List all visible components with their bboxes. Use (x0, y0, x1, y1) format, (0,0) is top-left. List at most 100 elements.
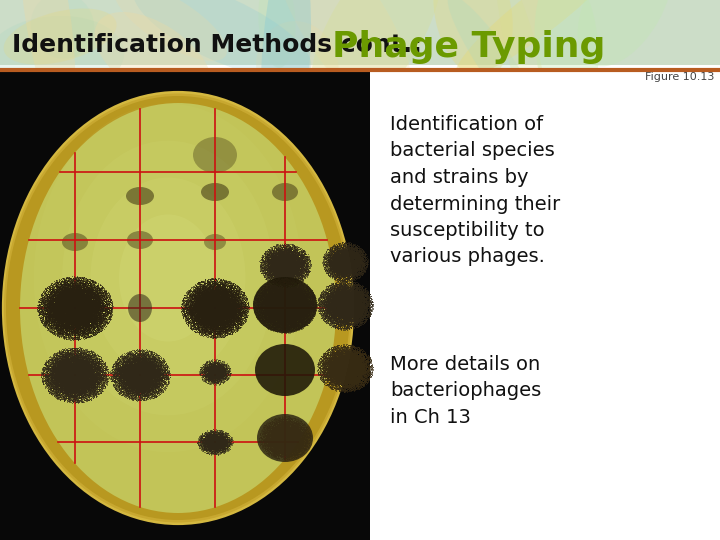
Point (273, 431, 284, 440)
Point (269, 262, 281, 271)
Point (320, 357, 332, 366)
Point (331, 357, 343, 366)
Point (336, 376, 347, 385)
Point (327, 254, 338, 263)
Point (349, 293, 361, 301)
Point (58, 296, 70, 305)
Point (93, 288, 104, 297)
Point (297, 300, 309, 308)
Point (353, 352, 364, 360)
Point (197, 306, 208, 314)
Point (260, 436, 271, 445)
Point (267, 442, 279, 451)
Point (274, 293, 285, 302)
Point (238, 298, 250, 307)
Point (215, 310, 227, 319)
Point (64, 375, 76, 383)
Point (356, 362, 367, 371)
Point (204, 435, 215, 443)
Point (71, 293, 82, 302)
Point (330, 263, 342, 272)
Point (276, 438, 288, 447)
Point (187, 292, 199, 300)
Point (89, 309, 100, 318)
Point (278, 252, 289, 261)
Point (113, 389, 125, 397)
Point (334, 285, 346, 293)
Point (356, 261, 367, 269)
Point (74, 375, 86, 384)
Point (285, 272, 297, 280)
Point (202, 379, 214, 388)
Point (338, 300, 349, 309)
Point (62, 369, 73, 378)
Point (198, 286, 210, 295)
Point (291, 294, 302, 302)
Point (78, 332, 90, 341)
Point (72, 314, 84, 322)
Point (344, 310, 356, 319)
Point (354, 285, 366, 293)
Point (286, 316, 297, 325)
Point (68, 357, 80, 366)
Point (217, 293, 228, 302)
Point (320, 254, 332, 262)
Point (72, 365, 84, 374)
Point (81, 309, 92, 318)
Point (67, 379, 78, 387)
Point (77, 313, 89, 321)
Point (35, 305, 46, 313)
Point (289, 442, 300, 451)
Point (341, 313, 353, 321)
Point (72, 298, 84, 306)
Point (346, 296, 357, 305)
Point (354, 361, 366, 370)
Point (273, 295, 284, 304)
Point (273, 314, 284, 323)
Point (66, 367, 78, 375)
Point (274, 284, 286, 292)
Point (291, 431, 302, 440)
Point (292, 305, 303, 314)
Point (205, 431, 217, 440)
Point (217, 304, 229, 313)
Point (82, 325, 94, 334)
Point (76, 374, 88, 383)
Point (57, 368, 68, 377)
Point (287, 294, 298, 302)
Point (230, 299, 241, 307)
Point (289, 267, 300, 276)
Point (76, 292, 87, 300)
Point (298, 306, 310, 314)
Point (99, 295, 111, 304)
Point (56, 311, 68, 320)
Point (75, 375, 86, 383)
Point (207, 318, 218, 327)
Point (227, 300, 238, 308)
Point (334, 342, 346, 351)
Point (338, 306, 349, 314)
Point (285, 295, 297, 303)
Point (77, 361, 89, 370)
Point (81, 381, 93, 390)
Point (226, 318, 238, 327)
Point (62, 379, 73, 387)
Point (274, 268, 285, 276)
Point (194, 305, 205, 314)
Point (273, 307, 284, 315)
Point (77, 363, 89, 372)
Point (359, 295, 371, 303)
Point (213, 436, 225, 445)
Point (276, 325, 287, 334)
Point (71, 388, 82, 396)
Point (315, 306, 327, 315)
Point (44, 285, 55, 293)
Point (340, 264, 351, 272)
Point (275, 247, 287, 255)
Point (340, 254, 351, 262)
Point (329, 380, 341, 389)
Point (73, 375, 84, 383)
Point (89, 313, 101, 322)
Point (274, 291, 286, 299)
Point (214, 366, 225, 374)
